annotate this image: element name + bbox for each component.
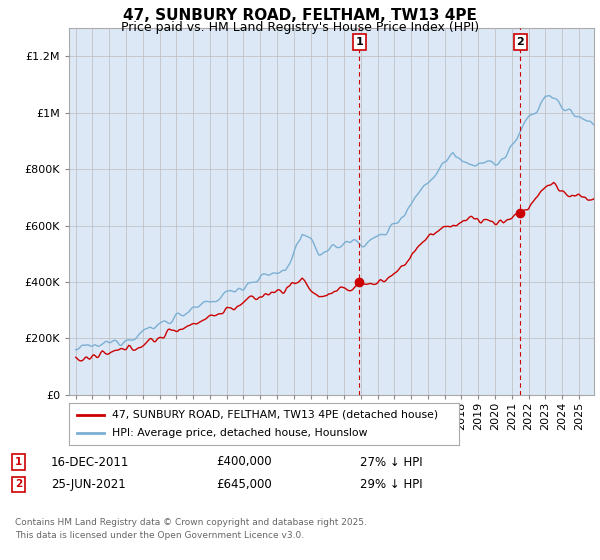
Text: 1: 1 — [15, 457, 22, 467]
Text: Price paid vs. HM Land Registry's House Price Index (HPI): Price paid vs. HM Land Registry's House … — [121, 21, 479, 34]
Text: 47, SUNBURY ROAD, FELTHAM, TW13 4PE (detached house): 47, SUNBURY ROAD, FELTHAM, TW13 4PE (det… — [112, 410, 438, 420]
Text: 27% ↓ HPI: 27% ↓ HPI — [360, 455, 422, 469]
Text: 2: 2 — [517, 37, 524, 47]
Text: HPI: Average price, detached house, Hounslow: HPI: Average price, detached house, Houn… — [112, 428, 367, 438]
Text: 47, SUNBURY ROAD, FELTHAM, TW13 4PE: 47, SUNBURY ROAD, FELTHAM, TW13 4PE — [123, 8, 477, 24]
Text: 25-JUN-2021: 25-JUN-2021 — [51, 478, 126, 491]
Text: £645,000: £645,000 — [216, 478, 272, 491]
Text: Contains HM Land Registry data © Crown copyright and database right 2025.
This d: Contains HM Land Registry data © Crown c… — [15, 518, 367, 539]
Text: 16-DEC-2011: 16-DEC-2011 — [51, 455, 130, 469]
Text: 29% ↓ HPI: 29% ↓ HPI — [360, 478, 422, 491]
Text: 2: 2 — [15, 479, 22, 489]
Text: 1: 1 — [356, 37, 364, 47]
Bar — [359, 28, 520, 395]
Text: £400,000: £400,000 — [216, 455, 272, 469]
